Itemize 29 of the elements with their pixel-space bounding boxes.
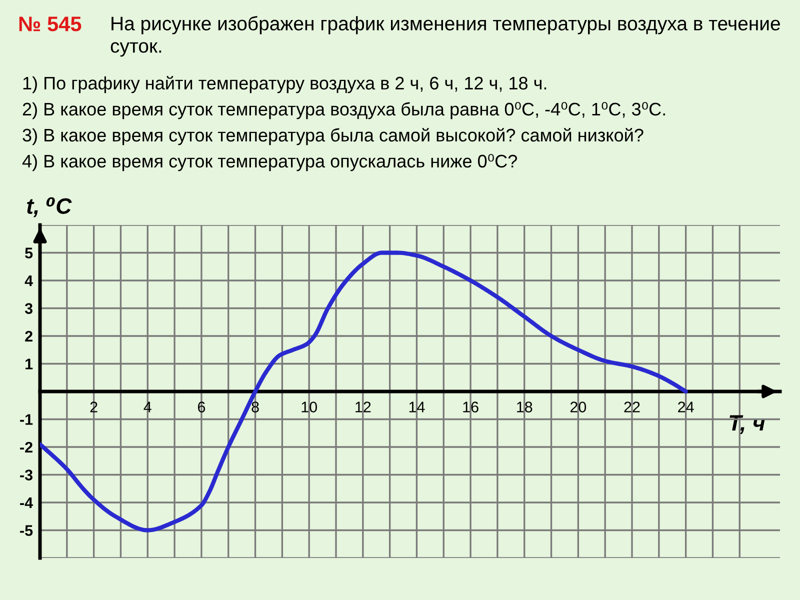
x-tick-label: 12 — [356, 402, 371, 412]
x-tick-label: 14 — [409, 402, 425, 412]
text: 4) В какое время суток температура опускалась ниже 0⁰C? — [22, 154, 517, 172]
chart-subtitle: На рисунке изображен график изменения температуры воздуха в течение суток. — [110, 16, 780, 57]
x-tick-label: 20 — [570, 402, 586, 412]
y-tick-label: 1 — [26, 358, 33, 370]
y-tick-label: -2 — [20, 442, 32, 453]
chart-title: № 545 — [19, 16, 82, 32]
text: 3) В какое время суток температура была самой высокой? самой низкой? — [22, 128, 644, 146]
y-tick-label: 2 — [25, 330, 32, 342]
x-tick-label: 16 — [463, 402, 478, 412]
y-tick-label: -1 — [20, 414, 33, 425]
x-tick-label: 24 — [678, 402, 694, 412]
y-tick-label: -3 — [20, 470, 33, 480]
text: 1) По графику найти температуру воздуха в 2 ч, 6 ч, 12 ч, 18 ч. — [23, 76, 546, 94]
x-tick-label: 22 — [624, 402, 640, 412]
x-tick-label: 18 — [517, 402, 532, 412]
x-tick-label: 4 — [144, 402, 152, 412]
x-tick-label: 6 — [198, 402, 206, 412]
x-tick-label: 8 — [252, 402, 259, 412]
y-tick-label: -4 — [20, 498, 33, 508]
x-tick-label: 2 — [90, 402, 98, 412]
y-tick-label: 3 — [24, 303, 33, 314]
y-tick-label: 4 — [24, 276, 33, 286]
y-axis-title: t, ⁰C — [27, 197, 72, 218]
y-tick-label: 5 — [25, 248, 33, 258]
y-tick-label: -5 — [20, 525, 33, 536]
text: 2) В какое время суток температура воздуха была равна 0⁰С, -4⁰С, 1⁰С, 3⁰С. — [22, 102, 665, 120]
x-tick-label: 10 — [302, 402, 317, 412]
